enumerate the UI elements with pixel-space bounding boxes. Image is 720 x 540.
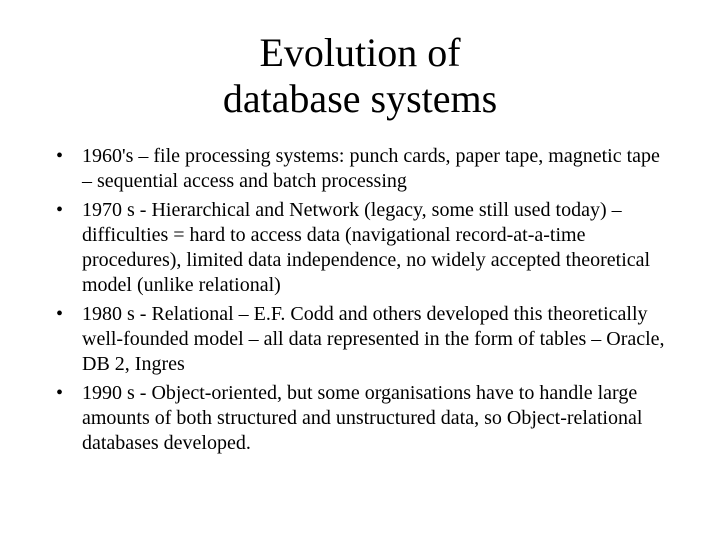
title-line-1: Evolution of xyxy=(259,30,460,75)
bullet-list: 1960's – file processing systems: punch … xyxy=(50,144,670,456)
list-item: 1990 s - Object-oriented, but some organ… xyxy=(50,381,670,456)
list-item: 1980 s - Relational – E.F. Codd and othe… xyxy=(50,302,670,377)
bullet-text: 1980 s - Relational – E.F. Codd and othe… xyxy=(82,303,665,375)
list-item: 1970 s - Hierarchical and Network (legac… xyxy=(50,198,670,298)
bullet-text: 1990 s - Object-oriented, but some organ… xyxy=(82,382,642,454)
bullet-text: 1960's – file processing systems: punch … xyxy=(82,145,660,192)
slide-title: Evolution of database systems xyxy=(50,30,670,122)
slide: Evolution of database systems 1960's – f… xyxy=(0,0,720,540)
list-item: 1960's – file processing systems: punch … xyxy=(50,144,670,194)
title-line-2: database systems xyxy=(223,76,497,121)
bullet-text: 1970 s - Hierarchical and Network (legac… xyxy=(82,199,650,296)
